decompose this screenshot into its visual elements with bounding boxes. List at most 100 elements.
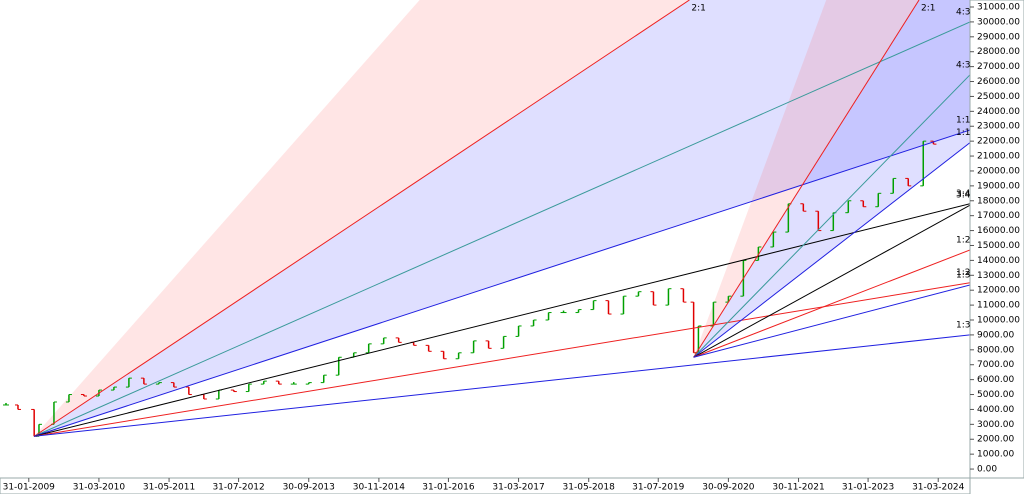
y-tick-label: 4000.00 [977,405,1014,415]
fan-line [693,0,920,358]
x-tick-label: 31-05-2011 [143,483,195,493]
x-tick-label: 31-07-2012 [212,483,264,493]
price-bar [185,386,192,396]
y-tick-label: 6000.00 [977,375,1014,385]
price-bar [680,288,687,303]
y-tick-label: 19000.00 [977,181,1020,191]
price-bar [230,389,237,393]
price-bar [455,352,462,360]
price-bar [815,210,822,232]
y-tick-label: 21000.00 [977,152,1020,162]
price-bar [890,177,897,194]
fan-line [34,334,970,437]
fan-zone [34,0,970,437]
price-bar [2,402,9,406]
fan-line-label: 1:1 [956,115,970,125]
y-tick-label: 18000.00 [977,196,1020,206]
fan-line-label: 3:4 [956,191,971,201]
fan-line [693,249,970,358]
fan-line-label: 1:3 [956,270,970,280]
price-bar [140,377,147,385]
price-bar [650,291,657,306]
price-bar [605,300,612,315]
x-tick-label: 31-03-2010 [73,483,126,493]
fan-line [33,21,970,437]
y-tick-label: 1000.00 [977,450,1014,460]
price-bar [560,310,567,314]
price-bar [545,312,552,321]
price-bar [245,383,252,393]
y-tick-label: 16000.00 [977,226,1020,236]
x-tick-label: 31-05-2018 [563,483,616,493]
y-tick-label: 17000.00 [977,211,1020,221]
price-bar [380,337,387,345]
fan-line [693,142,970,358]
y-tick-label: 0.00 [977,465,997,475]
y-tick-label: 11000.00 [977,301,1020,311]
y-tick-label: 22000.00 [977,137,1020,147]
y-tick-label: 14000.00 [977,256,1020,266]
price-bar [515,325,522,337]
y-tick-label: 24000.00 [977,107,1020,117]
x-tick-label: 31-01-2016 [422,483,475,493]
fan-line-label: 2:1 [921,4,935,14]
price-bar [305,382,312,385]
y-tick-label: 29000.00 [977,32,1020,42]
y-tick-label: 7000.00 [977,360,1014,370]
price-bar [155,382,162,385]
y-tick-label: 31000.00 [977,3,1020,13]
y-tick-label: 26000.00 [977,77,1020,87]
fan-line [34,282,970,437]
price-bar [635,291,642,297]
fan-line [693,284,970,358]
x-tick-label: 31-03-2017 [492,483,544,493]
price-bar [860,200,867,208]
y-tick-label: 3000.00 [977,420,1014,430]
y-tick-label: 12000.00 [977,286,1020,296]
y-axis-panel [969,0,1024,479]
x-tick-label: 31-03-2024 [912,483,965,493]
price-bar [290,382,297,385]
plot-area [2,0,970,437]
price-bar [320,374,327,384]
price-bar [260,380,267,385]
y-tick-label: 28000.00 [977,47,1020,57]
price-bar [485,340,492,349]
fan-line-label: 4:3 [956,7,970,17]
price-bar [800,203,807,212]
price-bar [500,335,507,349]
x-tick-label: 30-11-2021 [772,483,824,493]
y-tick-label: 30000.00 [977,17,1020,27]
x-tick-label: 31-01-2023 [842,483,894,493]
fan-line [33,0,690,437]
y-tick-label: 15000.00 [977,241,1020,251]
fan-line-label: 1:1 [956,128,970,138]
price-bar [440,350,447,360]
fan-line [34,203,970,437]
x-axis-panel [0,477,971,494]
price-bar [770,231,777,248]
price-bar [170,382,177,388]
price-bar [110,386,117,391]
fan-line-label: 4:3 [956,60,970,70]
x-tick-label: 31-01-2009 [3,483,56,493]
price-bar [80,394,87,397]
fan-line [693,74,970,358]
y-tick-label: 2000.00 [977,435,1014,445]
price-bar [905,177,912,187]
price-bar [665,288,672,306]
fan-line-label: 1:3 [956,320,970,330]
y-tick-label: 5000.00 [977,390,1014,400]
price-bar [755,246,762,261]
price-bar [875,192,882,208]
price-bar [14,404,21,410]
y-tick-label: 13000.00 [977,271,1020,281]
price-bar [395,337,402,343]
fan-line-label: 1:2 [956,235,970,245]
y-tick-label: 20000.00 [977,166,1020,176]
fan-line [693,204,970,358]
price-bar [275,380,282,385]
fan-line-label: 1:2 [956,268,970,278]
fan-line-label: 2:1 [691,4,705,14]
